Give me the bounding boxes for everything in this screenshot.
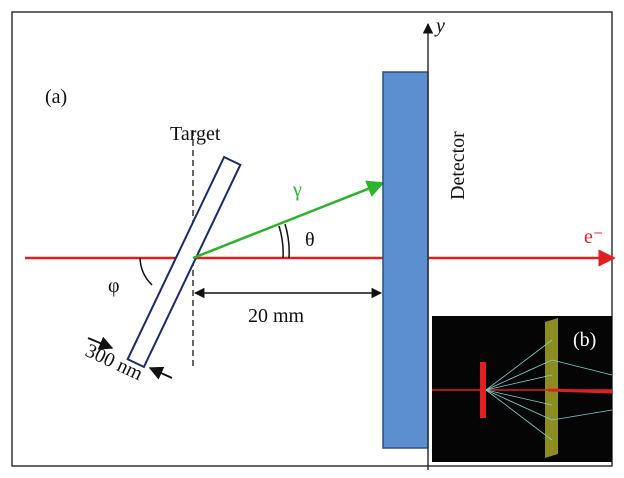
- diagram: (a) Target γ θ e⁻ y Detector φ 20 mm 300…: [0, 0, 624, 478]
- phi-arc: [140, 258, 152, 285]
- y-axis-label: y: [434, 15, 445, 37]
- phi-label: φ: [108, 275, 120, 297]
- target: [128, 157, 241, 367]
- panel-label: (a): [45, 86, 67, 108]
- theta-label: θ: [305, 229, 315, 251]
- gamma-label: γ: [292, 179, 302, 201]
- panel-label: (b): [573, 329, 596, 351]
- electron-label: e⁻: [584, 226, 603, 248]
- distance-label: 20 mm: [248, 305, 305, 327]
- detector-label: Detector: [447, 131, 469, 200]
- detector: [383, 72, 428, 448]
- theta-arc: [279, 226, 283, 258]
- thickness-arrow: [150, 368, 172, 378]
- target-label: Target: [170, 123, 221, 145]
- theta-arc: [285, 224, 289, 258]
